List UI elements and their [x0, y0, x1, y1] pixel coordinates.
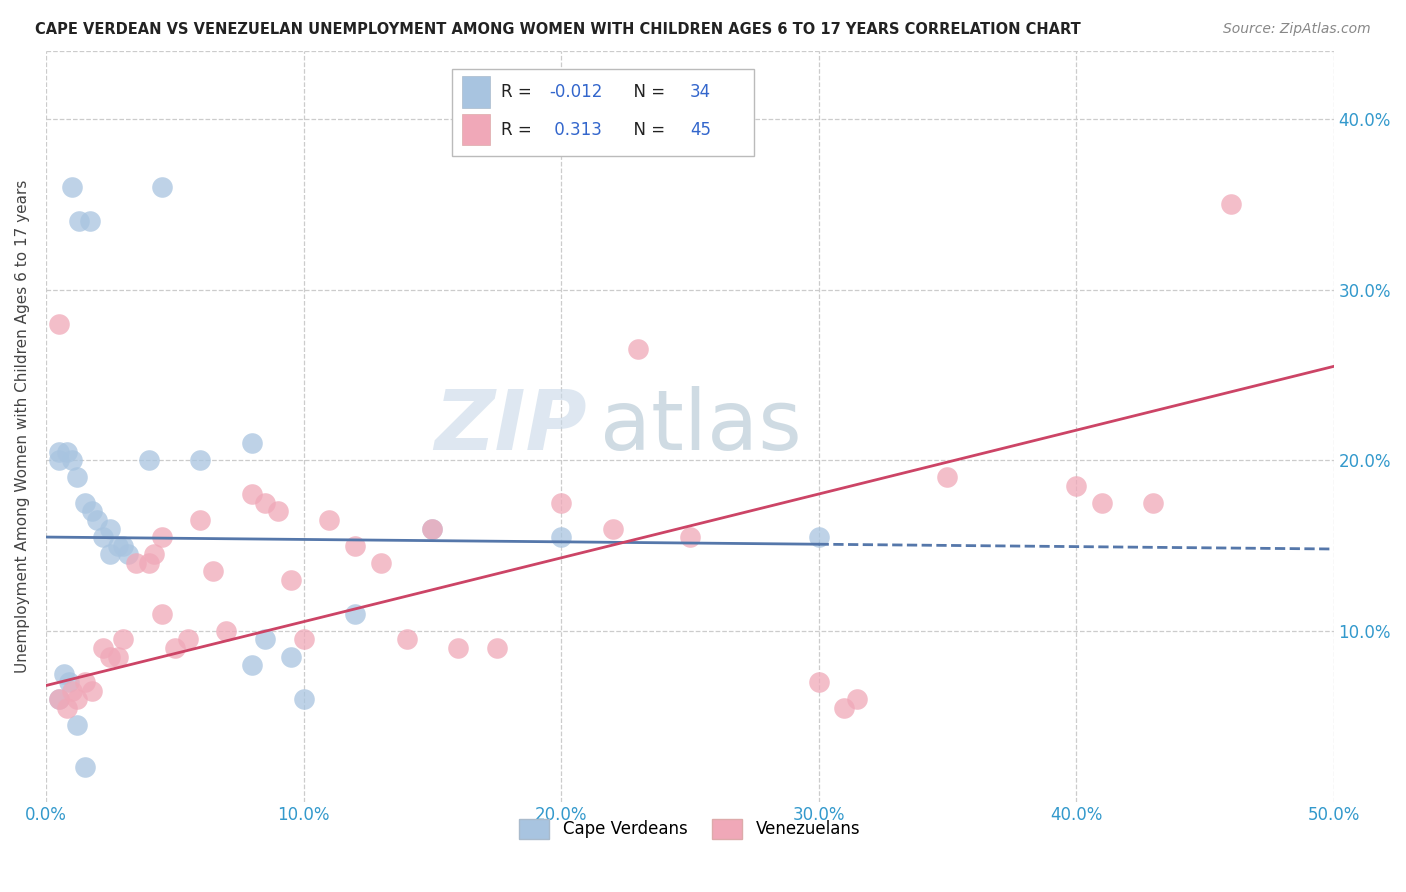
Point — [150, 607, 173, 621]
Point — [86, 513, 108, 527]
Y-axis label: Unemployment Among Women with Children Ages 6 to 17 years: Unemployment Among Women with Children A… — [15, 179, 30, 673]
Point — [107, 539, 129, 553]
Point — [485, 640, 508, 655]
Point — [550, 496, 572, 510]
Point — [117, 547, 139, 561]
Text: CAPE VERDEAN VS VENEZUELAN UNEMPLOYMENT AMONG WOMEN WITH CHILDREN AGES 6 TO 17 Y: CAPE VERDEAN VS VENEZUELAN UNEMPLOYMENT … — [35, 22, 1081, 37]
Text: 34: 34 — [690, 83, 711, 101]
Point — [807, 675, 830, 690]
Point — [280, 649, 302, 664]
Point — [280, 573, 302, 587]
Point — [1219, 197, 1241, 211]
Point — [292, 632, 315, 647]
Legend: Cape Verdeans, Venezuelans: Cape Verdeans, Venezuelans — [513, 812, 868, 846]
Point — [55, 444, 77, 458]
Point — [240, 487, 263, 501]
Point — [1091, 496, 1114, 510]
Point — [91, 640, 114, 655]
Point — [202, 564, 225, 578]
Point — [343, 607, 366, 621]
Bar — [451, 70, 754, 156]
Point — [98, 649, 121, 664]
Point — [73, 675, 96, 690]
Point — [60, 683, 83, 698]
Point — [48, 692, 70, 706]
Point — [936, 470, 959, 484]
Point — [292, 692, 315, 706]
Point — [48, 317, 70, 331]
Point — [58, 675, 80, 690]
Point — [66, 718, 89, 732]
Point — [343, 539, 366, 553]
Point — [370, 556, 392, 570]
Point — [834, 700, 856, 714]
Point — [627, 343, 650, 357]
Point — [253, 496, 276, 510]
Text: R =: R = — [501, 120, 537, 138]
Point — [215, 624, 238, 638]
Point — [602, 522, 624, 536]
Point — [240, 436, 263, 450]
Point — [807, 530, 830, 544]
Point — [73, 496, 96, 510]
Text: Source: ZipAtlas.com: Source: ZipAtlas.com — [1223, 22, 1371, 37]
Point — [48, 453, 70, 467]
Point — [98, 522, 121, 536]
Point — [190, 513, 212, 527]
Point — [240, 658, 263, 673]
Point — [82, 504, 104, 518]
Text: atlas: atlas — [600, 385, 801, 467]
Point — [420, 522, 443, 536]
Text: -0.012: -0.012 — [550, 83, 603, 101]
Point — [66, 470, 89, 484]
Point — [60, 453, 83, 467]
Text: 45: 45 — [690, 120, 711, 138]
Text: ZIP: ZIP — [434, 385, 586, 467]
Point — [48, 444, 70, 458]
Point — [73, 760, 96, 774]
Point — [150, 530, 173, 544]
Point — [395, 632, 418, 647]
Point — [79, 214, 101, 228]
Text: N =: N = — [623, 120, 671, 138]
Point — [190, 453, 212, 467]
Point — [1064, 479, 1087, 493]
Point — [112, 539, 135, 553]
Point — [846, 692, 869, 706]
Bar — [463, 114, 491, 145]
Point — [60, 180, 83, 194]
Point — [107, 649, 129, 664]
Point — [267, 504, 290, 518]
Point — [48, 692, 70, 706]
Text: R =: R = — [501, 83, 537, 101]
Point — [420, 522, 443, 536]
Point — [447, 640, 470, 655]
Point — [55, 700, 77, 714]
Point — [176, 632, 198, 647]
Point — [98, 547, 121, 561]
Point — [163, 640, 186, 655]
Point — [679, 530, 702, 544]
Text: N =: N = — [623, 83, 671, 101]
Text: 0.313: 0.313 — [550, 120, 602, 138]
Point — [125, 556, 148, 570]
Point — [112, 632, 135, 647]
Point — [91, 530, 114, 544]
Point — [82, 683, 104, 698]
Point — [138, 453, 160, 467]
Point — [53, 666, 76, 681]
Point — [66, 692, 89, 706]
Point — [550, 530, 572, 544]
Point — [138, 556, 160, 570]
Point — [318, 513, 340, 527]
Point — [1142, 496, 1164, 510]
Point — [150, 180, 173, 194]
Bar — [463, 76, 491, 108]
Point — [143, 547, 166, 561]
Point — [253, 632, 276, 647]
Point — [69, 214, 91, 228]
